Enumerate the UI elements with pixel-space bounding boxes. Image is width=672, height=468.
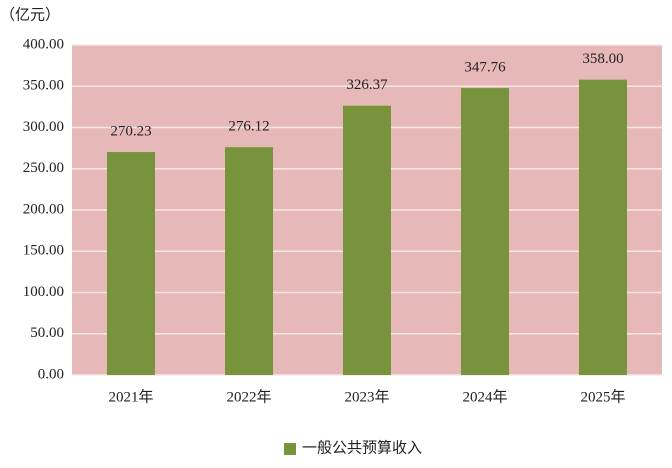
y-tick-label: 350.00	[23, 78, 64, 94]
legend-swatch	[284, 443, 296, 455]
y-tick-label: 100.00	[23, 284, 64, 300]
bar	[461, 88, 509, 376]
bar	[107, 152, 155, 375]
x-tick-label: 2021年	[108, 388, 153, 405]
x-tick-label: 2023年	[344, 388, 389, 405]
data-label: 347.76	[464, 60, 506, 76]
data-label: 270.23	[110, 123, 151, 139]
data-label: 276.12	[228, 119, 269, 135]
y-tick-label: 400.00	[23, 36, 64, 52]
y-axis-label: （亿元）	[0, 6, 60, 23]
y-tick-label: 200.00	[23, 201, 64, 217]
data-label: 326.37	[346, 77, 388, 93]
y-tick-label: 300.00	[23, 119, 64, 135]
y-tick-label: 150.00	[23, 243, 64, 259]
x-tick-label: 2025年	[580, 388, 625, 405]
y-tick-label: 50.00	[30, 325, 64, 341]
x-tick-label: 2022年	[226, 388, 271, 405]
y-tick-label: 0.00	[38, 366, 64, 382]
x-tick-label: 2024年	[462, 388, 507, 405]
bar	[579, 79, 627, 376]
bar	[225, 147, 273, 375]
bar	[343, 105, 391, 375]
legend-label: 一般公共预算收入	[302, 438, 422, 456]
y-tick-label: 250.00	[23, 160, 64, 176]
data-label: 358.00	[582, 51, 623, 67]
